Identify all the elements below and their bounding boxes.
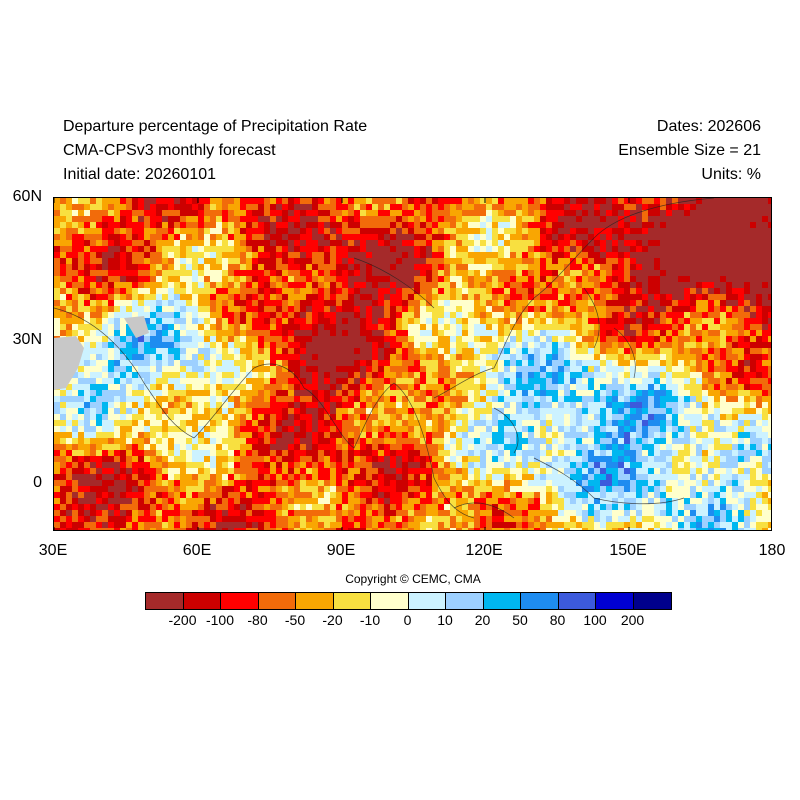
colorbar-swatch: [596, 593, 634, 609]
colorbar-swatch: [258, 593, 296, 609]
coastline: [54, 307, 195, 439]
lon-label-150e: 150E: [609, 542, 647, 559]
lat-label-30n: 30N: [12, 331, 42, 348]
colorbar-tick-label: 80: [549, 612, 566, 628]
coastline: [353, 257, 435, 309]
colorbar-swatch: [221, 593, 259, 609]
colorbar-tick-label: -200: [168, 612, 197, 628]
colorbar-swatch: [296, 593, 334, 609]
colorbar-tick-label: 100: [583, 612, 607, 628]
coastline: [493, 407, 519, 454]
masked-land-region: [54, 316, 149, 390]
coastline: [533, 457, 685, 505]
colorbar-swatch: [408, 593, 446, 609]
coastline: [533, 198, 715, 299]
coastline: [453, 502, 515, 519]
coastline: [433, 297, 535, 399]
copyright-notice: Copyright © CEMC, CMA: [345, 572, 481, 586]
lat-label-eq: 0: [33, 474, 42, 491]
colorbar-tick-label: -100: [205, 612, 235, 628]
lon-label-90e: 90E: [326, 542, 356, 559]
coastline: [583, 287, 600, 349]
lon-label-60e: 60E: [182, 542, 212, 559]
lon-label-180: 180: [758, 542, 786, 559]
model-subtitle: CMA-CPSv3 monthly forecast: [63, 142, 276, 159]
colorbar-swatch: [558, 593, 596, 609]
coastline: [393, 382, 475, 519]
colorbar-swatch: [183, 593, 221, 609]
map-title: Departure percentage of Precipitation Ra…: [63, 118, 368, 135]
ensemble-size: Ensemble Size = 21: [618, 142, 761, 159]
coastline: [613, 327, 636, 379]
colorbar-swatch: [146, 593, 184, 609]
precipitation-anomaly-map: [53, 197, 772, 531]
anomaly-field: [54, 198, 771, 530]
lon-label-120e: 120E: [465, 542, 503, 559]
colorbar-tick-label: -10: [359, 612, 381, 628]
colorbar-tick-label: -50: [284, 612, 306, 628]
colorbar-swatch: [371, 593, 409, 609]
colorbar-swatch: [633, 593, 671, 609]
anomaly-cells: [54, 198, 771, 530]
colorbar: [145, 592, 672, 610]
colorbar-tick-label: 10: [437, 612, 453, 628]
lat-label-60n: 60N: [12, 188, 42, 205]
axis-ticks: [54, 198, 630, 530]
colorbar-swatch: [333, 593, 371, 609]
colorbar-tick-label: 20: [474, 612, 491, 628]
colorbar-swatch: [483, 593, 521, 609]
forecast-dates: Dates: 202606: [656, 118, 761, 135]
colorbar-tick-label: 0: [403, 612, 412, 628]
coastline: [193, 363, 305, 439]
colorbar-tick-label: 200: [620, 612, 645, 628]
initial-date: Initial date: 20260101: [63, 166, 217, 183]
colorbar-tick-label: 50: [512, 612, 528, 628]
colorbar-swatch: [446, 593, 484, 609]
units-label: Units: %: [701, 166, 761, 183]
coastline: [303, 382, 395, 449]
colorbar-swatch: [521, 593, 559, 609]
lon-label-30e: 30E: [38, 542, 68, 559]
colorbar-tick-label: -20: [322, 612, 343, 628]
colorbar-tick-label: -80: [247, 612, 268, 628]
